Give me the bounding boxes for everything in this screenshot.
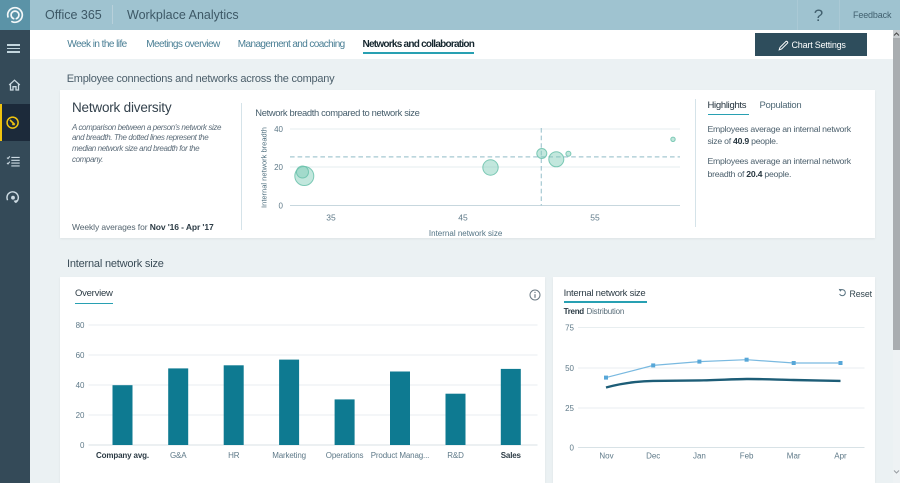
- svg-text:Nov: Nov: [599, 452, 613, 461]
- svg-text:R&D: R&D: [447, 451, 464, 460]
- svg-text:Internal network breadth: Internal network breadth: [260, 127, 269, 208]
- svg-text:20: 20: [75, 411, 84, 420]
- svg-text:40: 40: [75, 381, 84, 390]
- svg-text:Jan: Jan: [693, 452, 706, 461]
- svg-text:0: 0: [80, 441, 85, 450]
- svg-text:Company avg.: Company avg.: [96, 451, 149, 460]
- svg-text:80: 80: [75, 321, 84, 330]
- svg-text:Sales: Sales: [500, 451, 521, 460]
- svg-text:Product Manag...: Product Manag...: [370, 451, 429, 460]
- svg-text:Feb: Feb: [740, 452, 754, 461]
- svg-text:Marketing: Marketing: [272, 451, 306, 460]
- svg-text:45: 45: [458, 212, 468, 222]
- svg-text:G&A: G&A: [169, 451, 186, 460]
- svg-text:50: 50: [565, 364, 574, 373]
- svg-text:0: 0: [570, 443, 575, 452]
- svg-text:Mar: Mar: [787, 452, 801, 461]
- svg-text:55: 55: [590, 212, 600, 222]
- svg-text:Network breadth compared to ne: Network breadth compared to network size: [255, 107, 419, 118]
- svg-text:Apr: Apr: [834, 452, 847, 461]
- svg-text:20: 20: [274, 162, 283, 171]
- svg-text:Operations: Operations: [325, 451, 363, 460]
- svg-text:40: 40: [274, 124, 283, 133]
- svg-text:60: 60: [75, 351, 84, 360]
- svg-text:HR: HR: [228, 451, 240, 460]
- svg-text:25: 25: [565, 404, 574, 413]
- svg-text:Internal network size: Internal network size: [429, 229, 503, 238]
- svg-text:35: 35: [326, 212, 336, 222]
- svg-text:Dec: Dec: [646, 452, 660, 461]
- svg-text:0: 0: [279, 201, 284, 210]
- svg-text:75: 75: [565, 323, 574, 332]
